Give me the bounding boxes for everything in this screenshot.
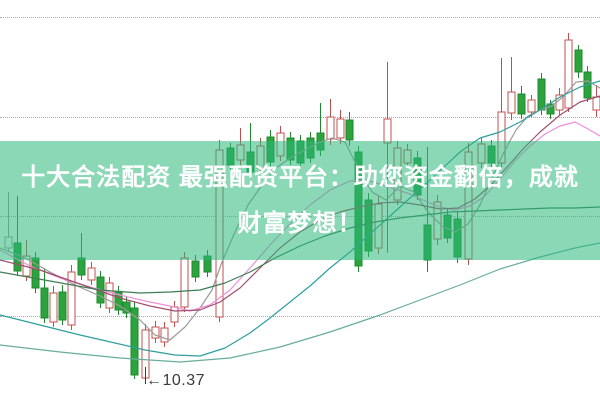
low-price-annotation: ←10.37 bbox=[146, 372, 205, 390]
candle-body bbox=[180, 257, 189, 308]
candle-body bbox=[517, 93, 526, 115]
candle-body bbox=[527, 99, 536, 113]
candle-body bbox=[507, 91, 516, 114]
banner-line-2: 财富梦想！ bbox=[237, 209, 363, 237]
candle-body bbox=[77, 257, 86, 276]
gridline bbox=[0, 117, 600, 118]
candle-body bbox=[592, 96, 600, 111]
promo-banner[interactable]: 十大合法配资 最强配资平台：助您资金翻倍，成就 财富梦想！ bbox=[0, 141, 600, 260]
gridline bbox=[0, 316, 600, 317]
candle-body bbox=[564, 39, 573, 109]
low-pointer-line bbox=[145, 367, 146, 384]
candle-body bbox=[537, 78, 546, 111]
candle-body bbox=[574, 49, 583, 73]
candle-body bbox=[122, 301, 131, 314]
banner-line-1: 十大合法配资 最强配资平台：助您资金翻倍，成就 bbox=[21, 163, 579, 191]
low-price-value: 10.37 bbox=[162, 372, 206, 389]
candle-body bbox=[383, 118, 392, 144]
candle-body bbox=[326, 116, 335, 140]
ma-line-sea-green bbox=[0, 242, 600, 363]
candle-body bbox=[87, 267, 96, 281]
candle-body bbox=[170, 306, 179, 323]
candle-body bbox=[130, 307, 139, 376]
candle-body bbox=[67, 271, 76, 326]
candle-body bbox=[191, 260, 200, 278]
candle-body bbox=[345, 119, 354, 141]
candle-body bbox=[58, 291, 67, 321]
ma-line-fast-gray bbox=[0, 80, 600, 341]
candle-body bbox=[49, 292, 58, 323]
gridline bbox=[0, 17, 600, 18]
candle-body bbox=[160, 327, 169, 343]
candle-body bbox=[40, 287, 49, 319]
candle-body bbox=[546, 103, 555, 115]
left-arrow-icon: ← bbox=[146, 372, 163, 389]
candle-body bbox=[114, 291, 123, 311]
candle-body bbox=[336, 118, 345, 139]
